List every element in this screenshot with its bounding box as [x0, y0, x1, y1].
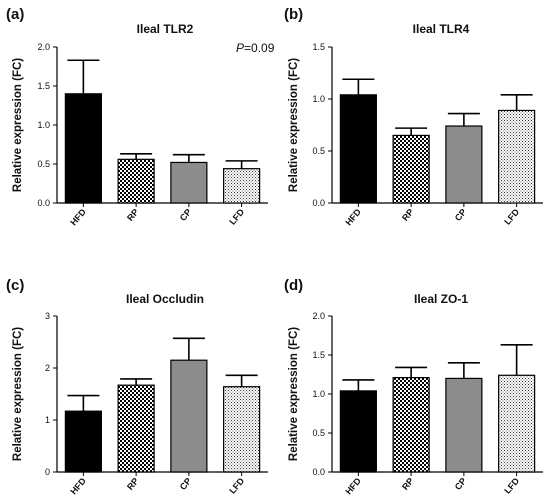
x-tick-label: CP [453, 207, 469, 223]
y-tick-label: 0 [45, 467, 50, 477]
chart-title: Ileal TLR4 [413, 22, 470, 36]
y-tick-label: 1.5 [312, 42, 325, 52]
bar-lfd [223, 386, 261, 473]
y-tick-label: 1.0 [312, 389, 325, 399]
y-axis-label: Relative expression (FC) [288, 58, 300, 192]
bar-rp [392, 134, 430, 204]
y-tick-label: 2.0 [37, 42, 50, 52]
y-tick-label: 0.5 [37, 159, 50, 169]
y-tick-label: 2 [45, 363, 50, 373]
x-tick-label: HFD [343, 475, 363, 496]
bar-lfd [498, 374, 536, 473]
panel-letter: (a) [6, 6, 24, 23]
y-tick-label: 1.5 [312, 350, 325, 360]
p-value: =0.09 [244, 41, 275, 55]
p-value-annotation: P=0.09 [236, 41, 275, 55]
chart-title: Ileal ZO-1 [414, 292, 468, 306]
y-axis-label: Relative expression (FC) [12, 327, 24, 461]
bar-rp [117, 158, 155, 204]
chart-title: Ileal Occludin [126, 292, 204, 306]
bar-hfd [339, 390, 377, 473]
x-tick-label: LFD [227, 206, 246, 226]
x-tick-label: HFD [343, 206, 363, 227]
y-tick-label: 0.5 [312, 428, 325, 438]
y-tick-label: 0.0 [312, 198, 325, 208]
panel-letter: (d) [284, 277, 303, 294]
bar-hfd [339, 94, 377, 204]
panel-letter: (b) [284, 6, 303, 23]
x-tick-label: CP [178, 207, 194, 223]
chart-panel-2: (b) Ileal TLR4 Relative expression (FC) 0.0… [284, 6, 543, 227]
x-tick-label: LFD [227, 475, 246, 495]
bar-cp [170, 161, 208, 204]
x-tick-label: LFD [502, 475, 521, 495]
y-tick-label: 1.0 [37, 120, 50, 130]
y-tick-label: 1 [45, 415, 50, 425]
bar-lfd [223, 168, 261, 204]
chart-panel-4: (d) Ileal ZO-1 Relative expression (FC) 0.0… [284, 277, 543, 496]
bar-hfd [64, 410, 102, 473]
y-tick-label: 3 [45, 311, 50, 321]
bar-lfd [498, 109, 536, 204]
bar-rp [392, 377, 430, 473]
bar-cp [170, 359, 208, 473]
bar-hfd [64, 93, 102, 204]
y-axis-label: Relative expression (FC) [12, 58, 24, 192]
x-tick-label: CP [178, 476, 194, 492]
x-tick-label: HFD [68, 475, 88, 496]
x-tick-label: RP [125, 207, 141, 223]
y-tick-label: 0.0 [312, 467, 325, 477]
panel-letter: (c) [6, 277, 24, 294]
y-axis-label: Relative expression (FC) [288, 327, 300, 461]
x-tick-label: RP [400, 207, 416, 223]
chart-panel-1: (a) Ileal TLR2 Relative expression (FC) 0.0… [6, 6, 275, 227]
y-tick-label: 0.0 [37, 198, 50, 208]
chart-title: Ileal TLR2 [137, 22, 194, 36]
p-letter: P [236, 41, 244, 55]
y-tick-label: 1.5 [37, 81, 50, 91]
x-tick-label: RP [125, 476, 141, 492]
bar-cp [445, 125, 483, 204]
y-tick-label: 2.0 [312, 311, 325, 321]
y-tick-label: 0.5 [312, 146, 325, 156]
x-tick-label: LFD [502, 206, 521, 226]
x-tick-label: HFD [68, 206, 88, 227]
y-tick-label: 1.0 [312, 94, 325, 104]
bar-rp [117, 384, 155, 473]
chart-panel-3: (c) Ileal Occludin Relative expression (FC… [6, 277, 268, 496]
x-tick-label: RP [400, 476, 416, 492]
bar-cp [445, 377, 483, 473]
x-tick-label: CP [453, 476, 469, 492]
